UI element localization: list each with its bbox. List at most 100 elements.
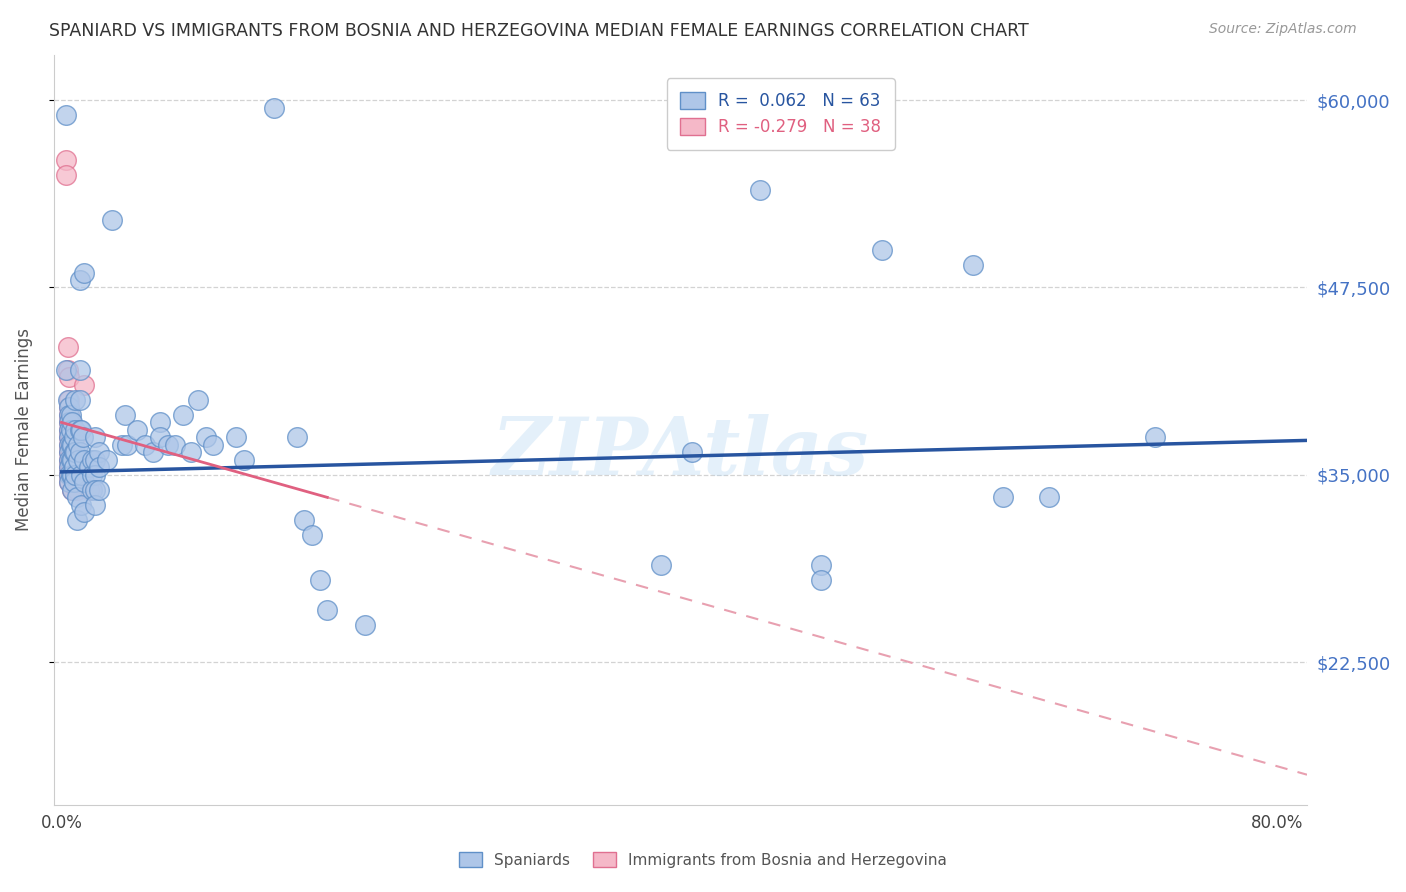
- Point: [73, 265, 96, 279]
- Point: [69, 423, 91, 437]
- Point: [63, 467, 86, 482]
- Point: [194, 430, 217, 444]
- Point: [58, 423, 80, 437]
- Point: [56, 392, 79, 407]
- Point: [58, 416, 80, 430]
- Point: [60, 453, 83, 467]
- Point: [58, 401, 80, 415]
- Point: [83, 467, 105, 482]
- Point: [681, 445, 703, 459]
- Point: [59, 460, 82, 475]
- Point: [63, 445, 86, 459]
- Point: [172, 408, 194, 422]
- Point: [58, 453, 80, 467]
- Point: [60, 483, 83, 497]
- Point: [58, 475, 80, 490]
- Point: [962, 258, 984, 272]
- Point: [58, 445, 80, 459]
- Point: [73, 475, 96, 490]
- Point: [58, 392, 80, 407]
- Point: [55, 363, 77, 377]
- Point: [55, 108, 77, 122]
- Point: [58, 370, 80, 384]
- Point: [59, 445, 82, 459]
- Point: [83, 430, 105, 444]
- Point: [83, 453, 105, 467]
- Point: [60, 483, 83, 497]
- Point: [73, 453, 96, 467]
- Point: [55, 153, 77, 167]
- Point: [58, 408, 80, 422]
- Point: [810, 573, 832, 587]
- Point: [56, 341, 79, 355]
- Point: [62, 475, 84, 490]
- Point: [1038, 491, 1060, 505]
- Point: [58, 460, 80, 475]
- Point: [60, 438, 83, 452]
- Point: [58, 438, 80, 452]
- Point: [58, 453, 80, 467]
- Point: [60, 438, 83, 452]
- Point: [96, 453, 118, 467]
- Point: [1144, 430, 1167, 444]
- Point: [62, 445, 84, 459]
- Point: [62, 453, 84, 467]
- Point: [65, 513, 87, 527]
- Point: [749, 183, 772, 197]
- Point: [156, 438, 179, 452]
- Text: ZIPAtlas: ZIPAtlas: [492, 414, 869, 491]
- Point: [59, 408, 82, 422]
- Point: [80, 483, 103, 497]
- Point: [202, 438, 225, 452]
- Point: [263, 101, 285, 115]
- Point: [60, 416, 83, 430]
- Point: [58, 423, 80, 437]
- Point: [58, 475, 80, 490]
- Point: [316, 603, 339, 617]
- Point: [69, 460, 91, 475]
- Point: [77, 483, 100, 497]
- Point: [89, 445, 111, 459]
- Point: [65, 491, 87, 505]
- Point: [58, 401, 80, 415]
- Text: SPANIARD VS IMMIGRANTS FROM BOSNIA AND HERZEGOVINA MEDIAN FEMALE EARNINGS CORREL: SPANIARD VS IMMIGRANTS FROM BOSNIA AND H…: [49, 22, 1029, 40]
- Point: [65, 483, 87, 497]
- Point: [70, 498, 93, 512]
- Point: [63, 460, 86, 475]
- Point: [62, 423, 84, 437]
- Point: [59, 467, 82, 482]
- Point: [56, 363, 79, 377]
- Point: [127, 423, 149, 437]
- Point: [993, 491, 1015, 505]
- Point: [142, 445, 165, 459]
- Point: [89, 460, 111, 475]
- Legend: Spaniards, Immigrants from Bosnia and Herzegovina: Spaniards, Immigrants from Bosnia and He…: [451, 844, 955, 875]
- Point: [69, 273, 91, 287]
- Point: [55, 168, 77, 182]
- Point: [58, 430, 80, 444]
- Point: [58, 445, 80, 459]
- Point: [69, 363, 91, 377]
- Point: [187, 392, 209, 407]
- Y-axis label: Median Female Earnings: Median Female Earnings: [15, 328, 32, 532]
- Point: [650, 558, 672, 572]
- Point: [73, 505, 96, 519]
- Point: [58, 467, 80, 482]
- Point: [67, 453, 90, 467]
- Point: [870, 243, 893, 257]
- Point: [63, 392, 86, 407]
- Point: [63, 430, 86, 444]
- Point: [111, 438, 134, 452]
- Point: [149, 430, 172, 444]
- Point: [810, 558, 832, 572]
- Point: [59, 438, 82, 452]
- Text: Source: ZipAtlas.com: Source: ZipAtlas.com: [1209, 22, 1357, 37]
- Point: [354, 617, 377, 632]
- Point: [80, 467, 103, 482]
- Point: [58, 416, 80, 430]
- Legend: R =  0.062   N = 63, R = -0.279   N = 38: R = 0.062 N = 63, R = -0.279 N = 38: [666, 78, 894, 150]
- Point: [100, 213, 122, 227]
- Point: [115, 438, 138, 452]
- Point: [63, 423, 86, 437]
- Point: [65, 467, 87, 482]
